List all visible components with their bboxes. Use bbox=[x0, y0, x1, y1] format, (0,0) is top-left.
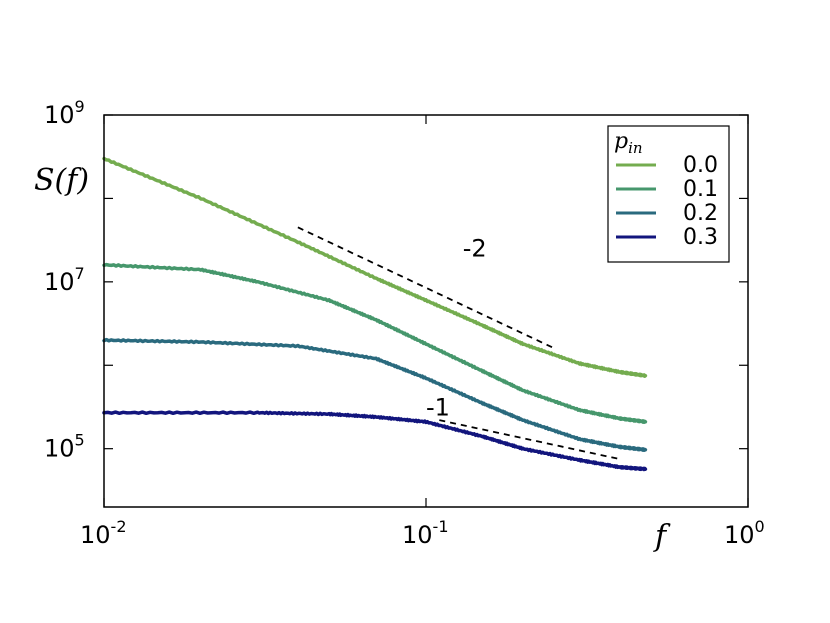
series-line-0.2 bbox=[102, 337, 648, 452]
reference-line-2 bbox=[439, 419, 621, 460]
x-tick-label: 10-1 bbox=[402, 517, 449, 549]
legend-title: pin bbox=[614, 129, 643, 157]
x-tick-label: 100 bbox=[724, 517, 765, 549]
legend: pin 0.00.10.20.3 bbox=[607, 125, 730, 263]
plot-series bbox=[102, 156, 648, 472]
y-tick-label: 107 bbox=[44, 264, 85, 296]
series-line-0.1 bbox=[102, 262, 648, 424]
legend-label-0.2: 0.2 bbox=[683, 201, 718, 226]
reference-slope-label-2: -1 bbox=[426, 393, 450, 421]
legend-label-0.0: 0.0 bbox=[683, 153, 718, 178]
x-axis-label: f bbox=[653, 519, 671, 554]
y-tick-label: 109 bbox=[44, 97, 85, 129]
reference-lines: -2 -1 bbox=[297, 226, 621, 460]
y-axis-label: S(f) bbox=[34, 163, 89, 198]
legend-items: 0.00.10.20.3 bbox=[616, 153, 718, 250]
x-tick-label: 10-2 bbox=[80, 517, 127, 549]
y-tick-label: 105 bbox=[44, 431, 85, 463]
reference-line-1 bbox=[297, 226, 555, 350]
series-line-0.0 bbox=[102, 156, 648, 378]
legend-label-0.3: 0.3 bbox=[683, 225, 718, 250]
legend-title-subscript: in bbox=[628, 139, 642, 157]
legend-title-base: p bbox=[614, 129, 628, 154]
series-line-0.3 bbox=[102, 410, 648, 472]
reference-slope-label-1: -2 bbox=[463, 235, 487, 263]
axis-ticks: 10-2 10-1 100 105 107 109 bbox=[44, 97, 765, 549]
legend-box bbox=[607, 125, 730, 263]
legend-label-0.1: 0.1 bbox=[683, 177, 718, 202]
